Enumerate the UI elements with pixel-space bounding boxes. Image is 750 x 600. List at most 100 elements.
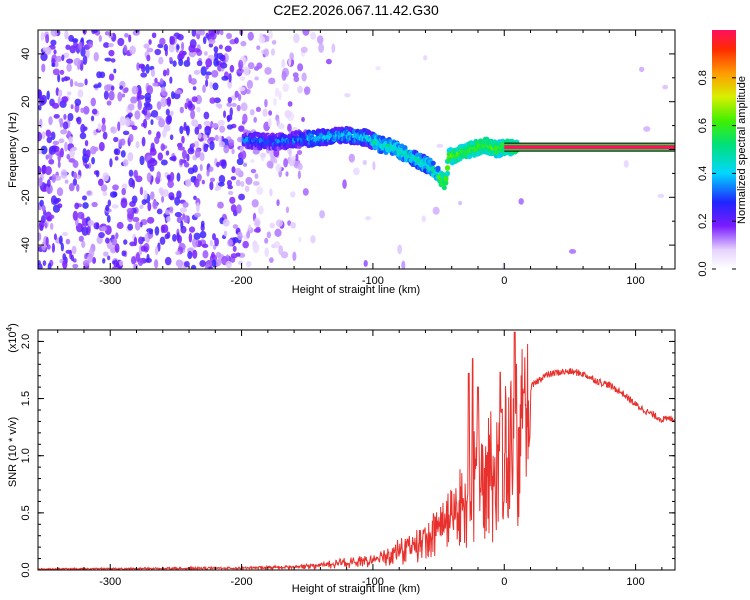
spectrogram-noise-cell xyxy=(98,178,104,187)
spectrogram-noise-cell xyxy=(72,263,79,269)
snr-y-label: SNR (10 * v/v) xyxy=(7,417,19,487)
spectrogram-noise-cell xyxy=(58,118,64,124)
spectrogram-noise-cell xyxy=(250,168,257,174)
spectrogram-noise-cell xyxy=(105,204,110,212)
spectrogram-noise-cell xyxy=(154,246,159,256)
spectrogram-noise-cell xyxy=(190,109,196,120)
spectrogram-noise-cell xyxy=(90,97,96,107)
spectrogram-noise-cell xyxy=(162,189,169,197)
spectrogram-noise-cell xyxy=(277,123,285,130)
spectrogram-noise-cell xyxy=(62,253,67,261)
spectrogram-noise-cell xyxy=(127,103,135,111)
x-tick-label: 0 xyxy=(501,576,507,588)
spectrogram-noise-cell xyxy=(190,264,197,269)
spectrogram-noise-cell xyxy=(68,136,73,144)
spectrogram-noise-cell xyxy=(215,251,222,258)
spectrogram-noise-cell xyxy=(45,34,50,44)
spectrogram-noise-cell xyxy=(40,31,45,42)
spectrogram-noise-cell xyxy=(93,146,99,152)
spectrogram-noise-cell xyxy=(54,61,59,68)
spectrogram-noise-cell xyxy=(100,184,108,192)
spectrogram-noise-cell xyxy=(72,178,78,186)
spectrogram-noise-cell xyxy=(134,110,141,120)
spectrogram-noise-cell xyxy=(145,103,153,111)
spectrogram-noise-cell xyxy=(278,245,284,255)
spectrogram-noise-cell xyxy=(51,62,55,67)
spectrogram-noise-cell xyxy=(194,148,201,158)
spectrogram-noise-cell xyxy=(268,77,276,85)
spectrogram-noise-cell xyxy=(182,201,189,208)
spectrogram-noise-cell xyxy=(111,204,119,209)
spectrogram-noise-cell xyxy=(100,225,107,232)
spectrogram-noise-cell xyxy=(211,259,217,268)
spectrogram-noise-cell xyxy=(242,66,250,76)
spectrogram-noise-cell xyxy=(344,93,351,98)
spectrogram-noise-cell xyxy=(84,253,88,260)
spectrogram-noise-cell xyxy=(166,96,172,107)
spectrogram-noise-cell xyxy=(127,223,134,231)
spectrogram-noise-cell xyxy=(157,152,164,161)
spectrogram-noise-cell xyxy=(104,57,112,62)
spectrogram-noise-cell xyxy=(96,71,103,79)
spectrogram-noise-cell xyxy=(60,242,64,252)
spectrogram-noise-cell xyxy=(69,78,74,88)
spectrogram-noise-cell xyxy=(165,108,170,116)
spectrogram-noise-cell xyxy=(247,62,255,70)
spectrogram-noise-cell xyxy=(87,40,94,48)
spectrogram-noise-cell xyxy=(255,106,262,112)
spectrogram-noise-cell xyxy=(194,126,200,135)
spectrogram-noise-cell xyxy=(82,30,87,35)
spectrogram-noise-cell xyxy=(101,123,107,133)
spectrogram-noise-cell xyxy=(106,215,111,223)
spectrogram-noise-cell xyxy=(169,57,173,62)
spectrogram-noise-cell xyxy=(212,233,216,241)
spectrogram-noise-cell xyxy=(128,177,135,188)
spectrogram-noise-cell xyxy=(45,129,52,137)
spectrogram-noise-cell xyxy=(167,114,173,124)
snr-frame xyxy=(37,329,676,571)
spectrogram-noise-cell xyxy=(202,36,207,45)
spectrogram-noise-cell xyxy=(195,202,200,213)
spectrogram-noise-cell xyxy=(236,104,241,112)
spectrogram-noise-cell xyxy=(208,136,216,142)
spectrogram-noise-cell xyxy=(154,226,160,236)
spectrogram-noise-cell xyxy=(362,159,367,166)
spectrogram-noise-cell xyxy=(120,138,126,146)
spectrogram-noise-cell xyxy=(127,152,134,162)
spectrogram-noise-cell xyxy=(174,89,182,95)
spectrogram-noise-cell xyxy=(268,110,273,116)
spectrogram-noise-cell xyxy=(264,98,268,108)
spectrogram-noise-cell xyxy=(256,45,261,50)
spectrogram-noise-cell xyxy=(101,117,106,125)
spectrogram-noise-cell xyxy=(149,148,157,156)
spectrogram-noise-cell xyxy=(112,184,119,191)
spectrogram-noise-cell xyxy=(122,158,129,167)
spectrogram-noise-cell xyxy=(76,82,85,88)
spectrogram-noise-cell xyxy=(72,160,79,168)
spectrogram-noise-cell xyxy=(196,106,201,113)
spectrogram-noise-cell xyxy=(203,120,211,127)
spectrogram-noise-cell xyxy=(222,218,230,227)
spectrogram-noise-cell xyxy=(167,180,174,188)
spectrogram-noise-cell xyxy=(316,35,324,45)
spectrogram-noise-cell xyxy=(205,71,212,76)
spectrogram-noise-cell xyxy=(218,141,225,148)
spectrogram-noise-cell xyxy=(250,159,255,164)
spectrogram-noise-cell xyxy=(98,34,103,43)
spectrogram-noise-cell xyxy=(62,232,68,237)
spectrogram-noise-cell xyxy=(215,102,219,108)
colorbar-tick-label: 0.8 xyxy=(697,70,709,85)
spectrogram-noise-cell xyxy=(180,207,187,213)
spectrogram-noise-cell xyxy=(191,30,197,37)
spectrogram-noise-cell xyxy=(68,183,75,192)
y-tick-label: 40 xyxy=(20,48,32,60)
spectrogram-noise-cell xyxy=(284,109,292,119)
spectrogram-noise-cell xyxy=(217,181,225,187)
spectrogram-noise-cell xyxy=(110,126,118,134)
spectrogram-noise-cell xyxy=(45,236,49,247)
spectrogram-noise-cell xyxy=(205,74,209,80)
spectrogram-noise-cell xyxy=(90,115,95,122)
spectrogram-noise-cell xyxy=(154,259,159,269)
spectrogram-noise-cell xyxy=(199,164,203,172)
spectrogram-noise-cell xyxy=(164,233,170,240)
